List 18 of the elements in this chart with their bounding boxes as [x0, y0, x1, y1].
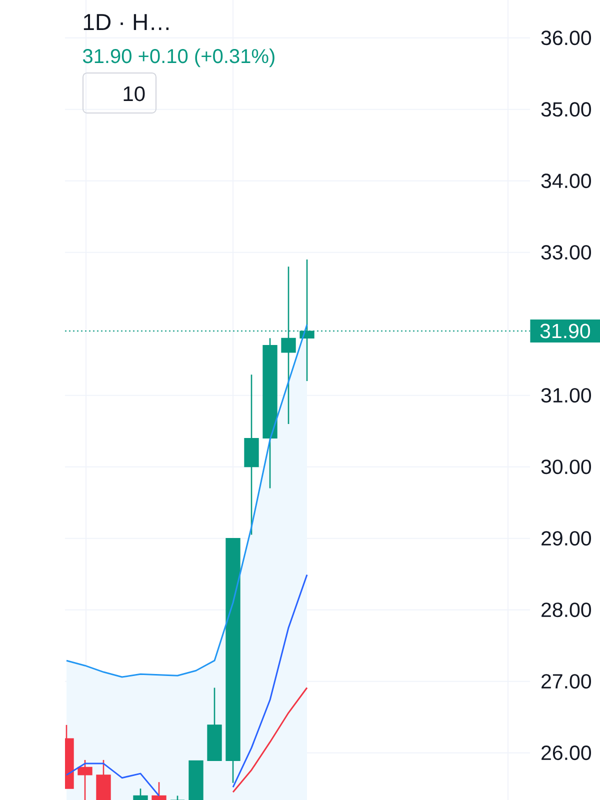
candlestick	[152, 781, 166, 800]
y-tick-label: 33.00	[541, 245, 592, 260]
y-tick-label: 27.00	[542, 674, 592, 689]
candlestick	[133, 788, 148, 800]
y-tick-label: 28.00	[542, 602, 592, 618]
annotation: 31.90 +0.10 (+0.31%)	[82, 48, 274, 68]
y-tick-label: 35.00	[541, 102, 592, 117]
chart-title: 1D · H…	[84, 14, 168, 30]
ref-line-label: 31.90	[540, 324, 590, 338]
y-tick-label: 29.00	[542, 531, 592, 546]
annotation: 10	[124, 86, 145, 102]
line-series	[232, 687, 308, 793]
y-tick-label: 36.00	[541, 30, 592, 46]
candlestick	[78, 759, 92, 800]
y-tick-label: 31.00	[541, 388, 592, 403]
y-tick-label: 26.00	[542, 746, 592, 760]
y-tick-label: 30.00	[541, 460, 592, 474]
y-tick-label: 34.00	[541, 174, 592, 188]
